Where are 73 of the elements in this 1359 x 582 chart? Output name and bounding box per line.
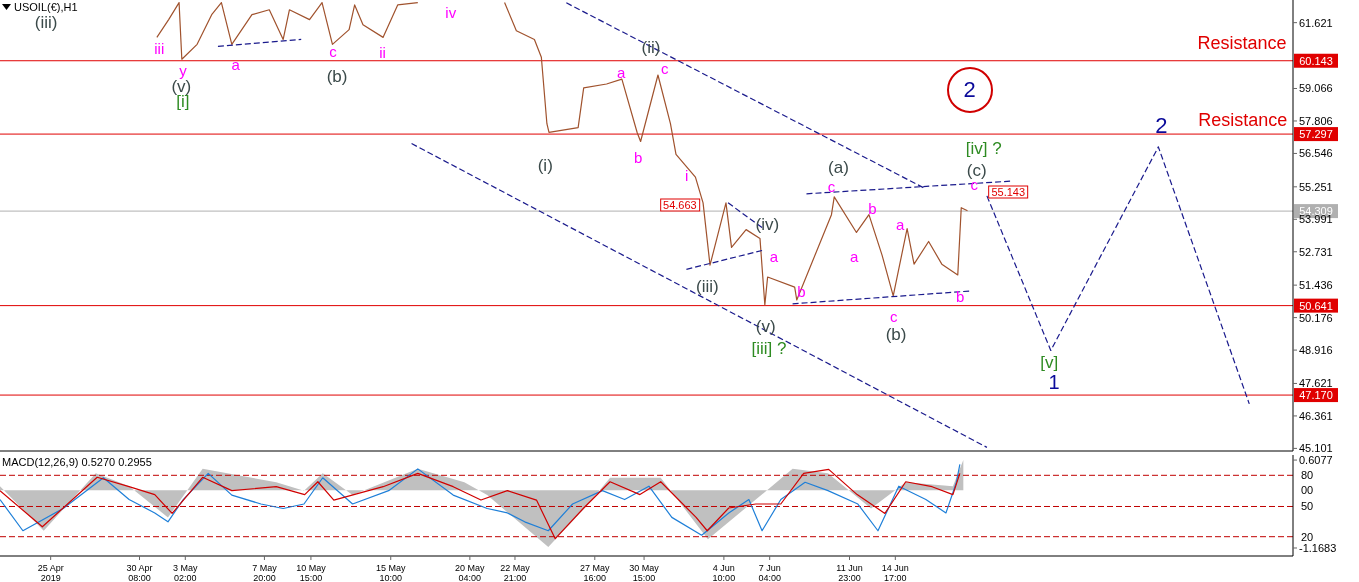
y-tick-label: 56.546 — [1299, 147, 1333, 160]
x-tick-label: 30 Apr 08:00 — [126, 563, 153, 582]
x-tick-label: 22 May 21:00 — [500, 563, 531, 582]
annotation: ii — [379, 43, 386, 61]
annotation: [iv] ? — [965, 138, 1002, 158]
annotation: c — [660, 59, 669, 77]
annotation: (b) — [326, 66, 348, 86]
annotation: (b) — [885, 324, 907, 344]
annotation: c — [827, 177, 836, 195]
annotation: (iii) — [34, 12, 58, 32]
x-tick-label: 11 Jun 23:00 — [836, 563, 863, 582]
ref-line-label: 50.641 — [1299, 299, 1333, 312]
text: 00 — [1301, 483, 1314, 496]
annotation: a — [895, 215, 905, 233]
y-tick-label: 61.621 — [1299, 16, 1333, 29]
y-tick-label: 0.6077 — [1299, 453, 1333, 466]
y-tick-label: 57.806 — [1299, 114, 1333, 127]
y-tick-label: 55.251 — [1299, 180, 1333, 193]
annotation: [v] — [1040, 352, 1059, 372]
text: 20 — [1301, 530, 1314, 543]
annotation: (v) — [755, 316, 776, 336]
annotation: (a) — [828, 157, 849, 177]
annotation: (iii) — [696, 276, 719, 296]
y-tick-label: 50.176 — [1299, 311, 1333, 324]
x-tick-label: 10 May 15:00 — [296, 563, 327, 582]
ref-line-label: 60.143 — [1299, 54, 1333, 67]
annotation: b — [868, 199, 877, 217]
annotation: b — [633, 148, 643, 166]
x-tick-label: 27 May 16:00 — [580, 563, 611, 582]
x-tick-label: 15 May 10:00 — [375, 563, 406, 582]
y-tick-label: 52.731 — [1299, 245, 1333, 258]
ref-line-label: 57.297 — [1299, 128, 1333, 141]
x-tick-label: 25 Apr 2019 — [37, 563, 64, 582]
y-tick-label: 47.621 — [1299, 377, 1333, 390]
y-tick-label: 59.066 — [1299, 82, 1333, 95]
annotation: (i) — [537, 155, 553, 175]
annotation: iv — [445, 3, 457, 21]
annotation: Resistance — [1198, 110, 1288, 130]
annotation: a — [850, 247, 859, 265]
x-tick-label: 3 May 02:00 — [173, 563, 199, 582]
annotation: 1 — [1048, 371, 1060, 393]
chart-title: USOIL(€),H1 — [14, 1, 78, 13]
annotation: 2 — [963, 77, 976, 102]
annotation: a — [231, 55, 240, 73]
annotation: Resistance — [1197, 33, 1287, 53]
annotation: iii — [154, 39, 165, 57]
annotation: [iii] ? — [751, 338, 787, 358]
ref-line-label: 47.170 — [1299, 389, 1333, 402]
y-tick-label: -1.1683 — [1299, 541, 1337, 554]
y-tick-label: 45.101 — [1299, 442, 1333, 455]
chart-title: MACD(12,26,9) 0.5270 0.2955 — [2, 456, 152, 468]
y-tick-label: 46.361 — [1299, 409, 1333, 422]
x-tick-label: 7 May 20:00 — [252, 563, 278, 582]
annotation: c — [889, 307, 898, 325]
y-tick-label: 48.916 — [1299, 343, 1333, 356]
annotation: (iv) — [755, 214, 780, 234]
annotation: a — [616, 63, 626, 81]
x-tick-label: 30 May 15:00 — [629, 563, 660, 582]
annotation: 55.143 — [988, 185, 1029, 199]
annotation: y — [179, 61, 187, 79]
x-tick-label: 20 May 04:00 — [455, 563, 486, 582]
text: 80 — [1301, 468, 1314, 481]
annotation: i — [685, 166, 689, 184]
annotation: b — [955, 287, 965, 305]
annotation: c — [329, 42, 337, 60]
x-tick-label: 4 Jun 10:00 — [712, 563, 736, 582]
annotation: 2 — [1155, 113, 1168, 138]
x-tick-label: 7 Jun 04:00 — [758, 563, 781, 582]
annotation: a — [769, 247, 778, 265]
text: 50 — [1301, 499, 1314, 512]
annotation: 54.663 — [660, 198, 700, 212]
y-tick-label: 51.436 — [1299, 279, 1333, 292]
x-tick-label: 14 Jun 17:00 — [881, 563, 909, 582]
